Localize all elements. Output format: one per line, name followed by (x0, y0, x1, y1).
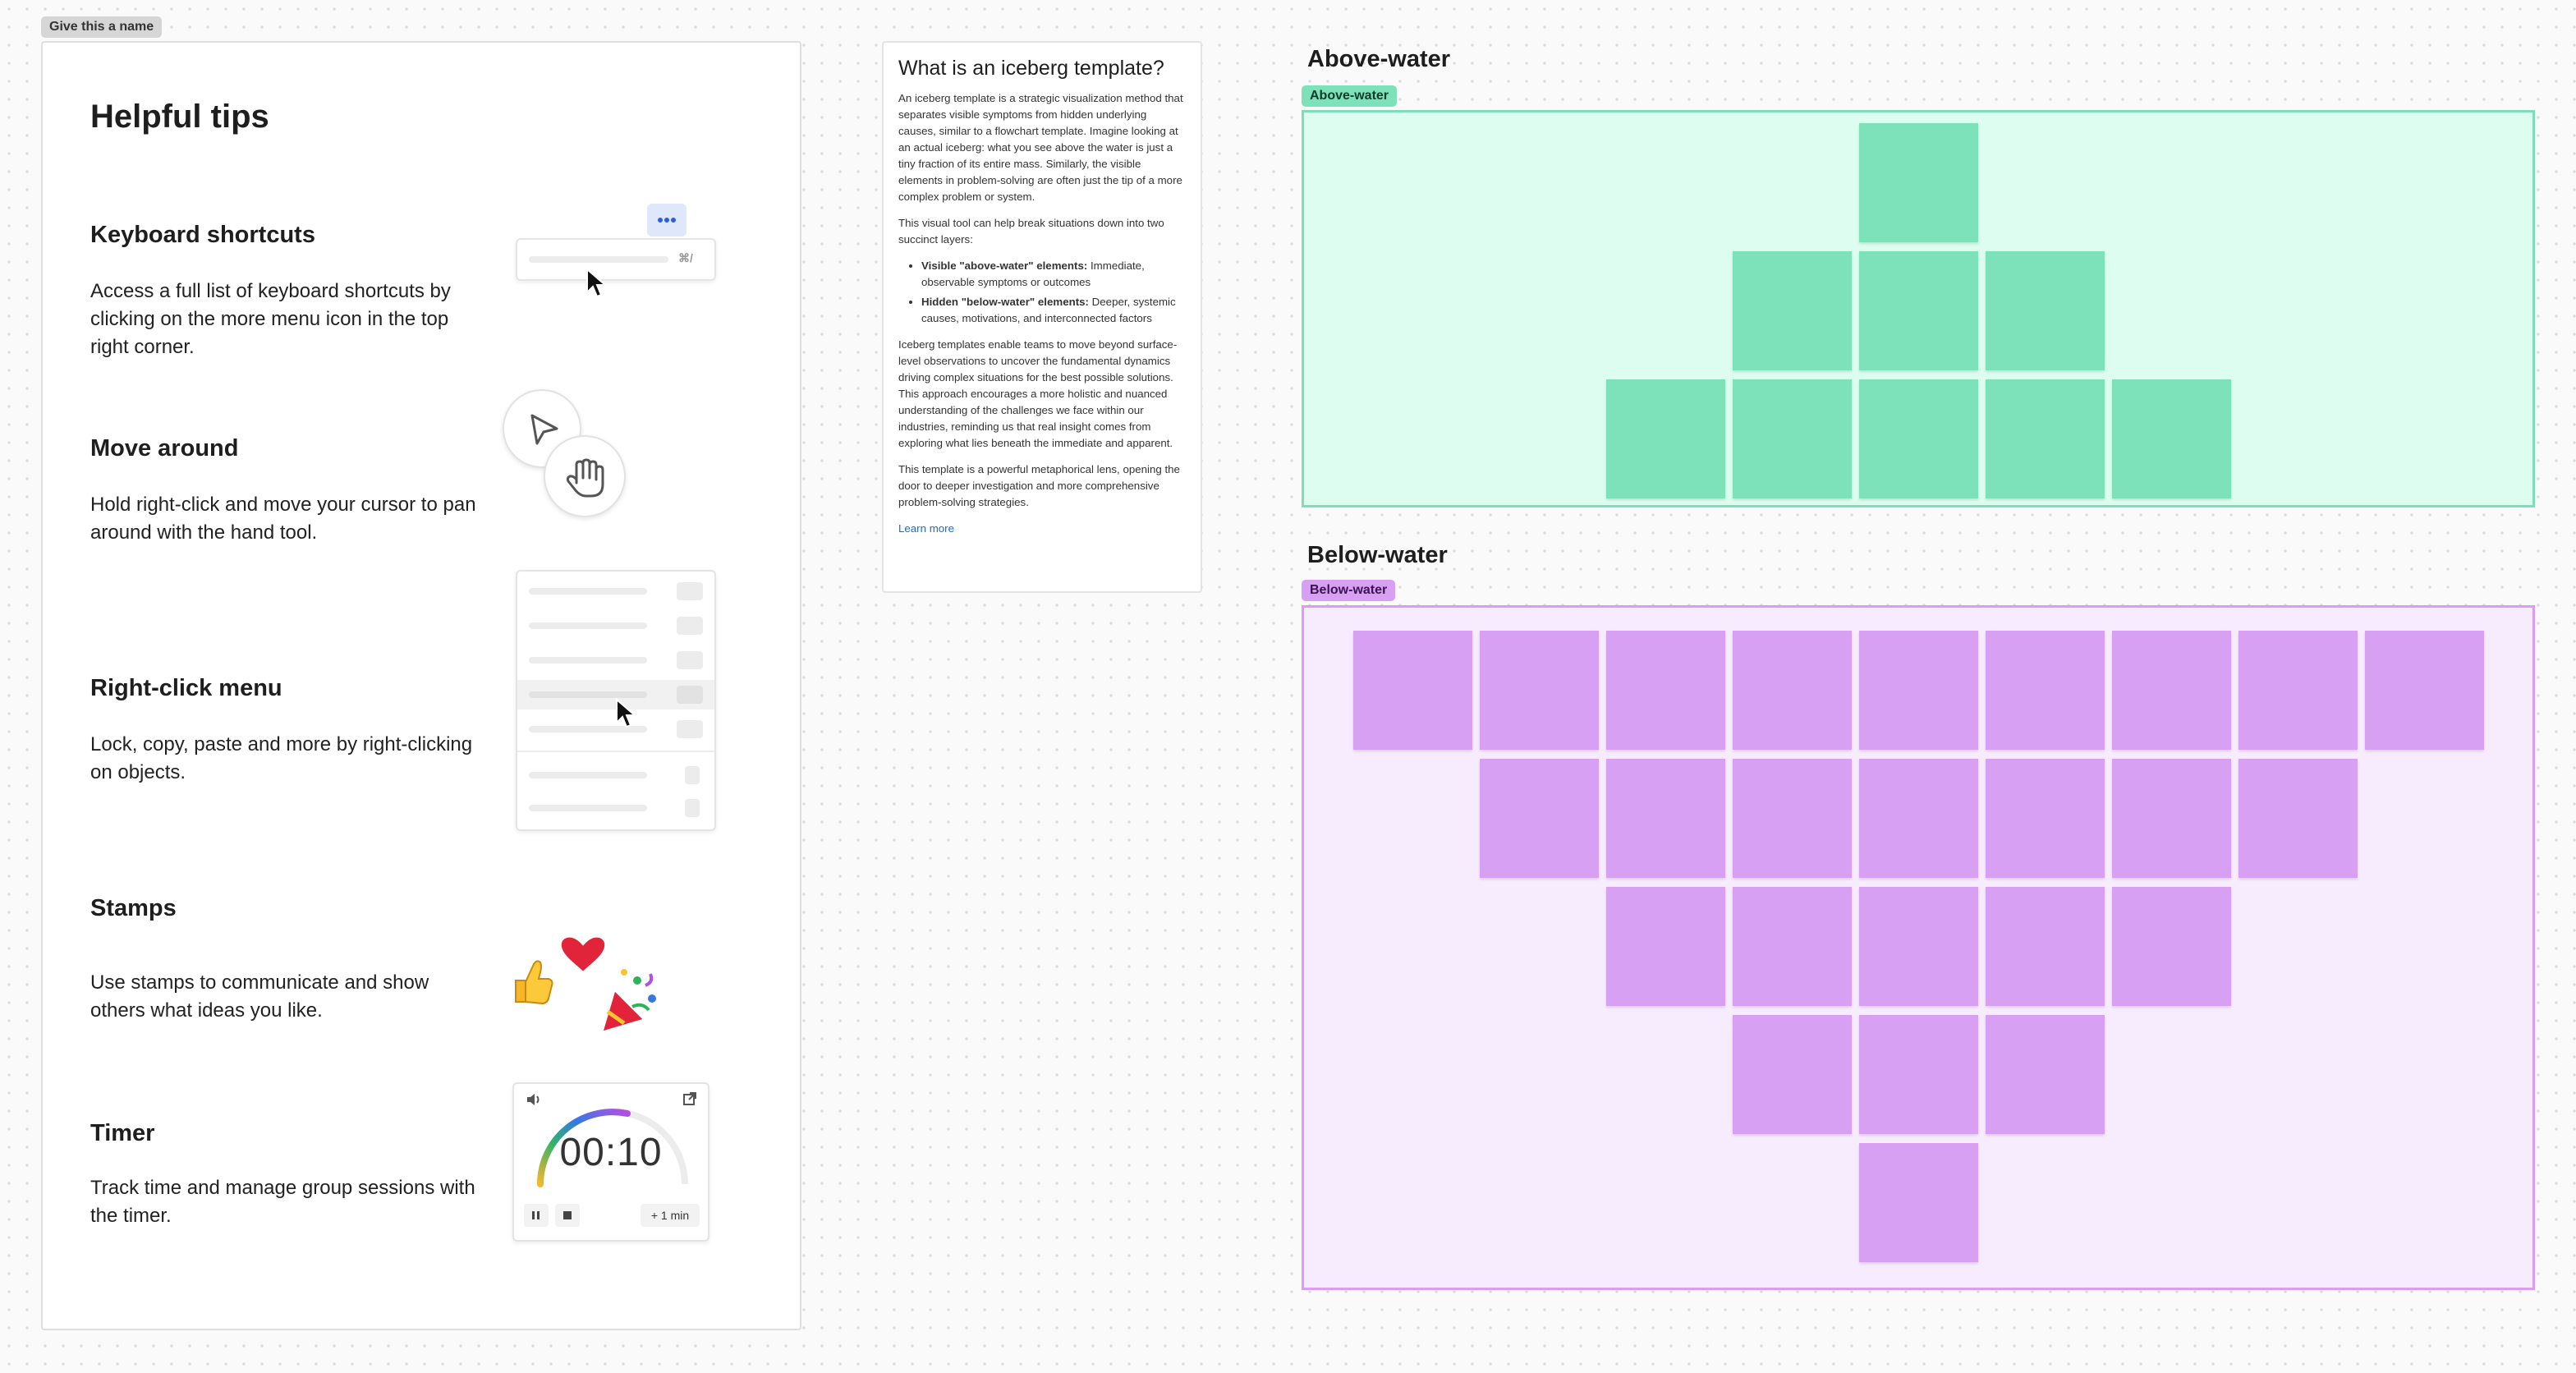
sticky-note[interactable] (2112, 631, 2231, 750)
cursor-arrow-icon (586, 268, 608, 298)
heart-icon (557, 933, 609, 977)
sticky-note[interactable] (1480, 759, 1599, 878)
iceberg-info-card: What is an iceberg template? An iceberg … (882, 41, 1202, 593)
below-water-frame[interactable] (1302, 605, 2535, 1290)
sticky-note[interactable] (1986, 631, 2105, 750)
sticky-note[interactable] (1859, 379, 1978, 498)
sticky-note[interactable] (2239, 759, 2358, 878)
sticky-note[interactable] (2112, 887, 2231, 1006)
helpful-tips-panel: Helpful tips Keyboard shortcuts Access a… (41, 41, 801, 1330)
tip-heading-move: Move around (90, 435, 239, 461)
learn-more-link[interactable]: Learn more (898, 522, 954, 535)
sticky-note[interactable] (1859, 1015, 1978, 1134)
timer-dial (537, 1109, 688, 1187)
sticky-note[interactable] (1859, 631, 1978, 750)
sticky-note[interactable] (1606, 759, 1725, 878)
sticky-note[interactable] (2365, 631, 2484, 750)
shortcut-hint: ⌘/ (678, 251, 693, 264)
info-bullet-list: Visible "above-water" elements: Immediat… (898, 258, 1186, 327)
sticky-note[interactable] (1733, 759, 1852, 878)
below-water-tag[interactable]: Below-water (1302, 580, 1396, 601)
info-title: What is an iceberg template? (898, 57, 1164, 80)
hand-tool-icon (544, 435, 626, 517)
tip-heading-rightclick: Right-click menu (90, 675, 282, 701)
sticky-note[interactable] (1986, 251, 2105, 370)
stamps-illustration (507, 933, 656, 1035)
board-name-tag[interactable]: Give this a name (41, 16, 163, 38)
tip-body-timer: Track time and manage group sessions wit… (90, 1177, 475, 1227)
sticky-note[interactable] (1733, 1015, 1852, 1134)
sticky-note[interactable] (1353, 631, 1472, 750)
sticky-note[interactable] (1986, 759, 2105, 878)
tip-body-rightclick: Lock, copy, paste and more by right-clic… (90, 733, 473, 783)
tip-heading-stamps: Stamps (90, 895, 177, 921)
party-popper-icon (599, 969, 656, 1035)
sticky-note[interactable] (1859, 251, 1978, 370)
sticky-note[interactable] (1859, 123, 1978, 242)
sticky-note[interactable] (1480, 631, 1599, 750)
tip-body-move: Hold right-click and move your cursor to… (90, 494, 476, 544)
bullet-text: Deeper, systemic causes, motivations, an… (921, 296, 1176, 324)
sticky-note[interactable] (1606, 887, 1725, 1006)
pause-button[interactable] (524, 1204, 549, 1227)
bullet-bold: Visible "above-water" elements: (921, 259, 1088, 272)
info-paragraph-3: Iceberg templates enable teams to move b… (898, 338, 1178, 449)
popout-icon[interactable] (682, 1091, 698, 1107)
stop-button[interactable] (555, 1204, 580, 1227)
sticky-note[interactable] (1986, 887, 2105, 1006)
tips-title: Helpful tips (90, 99, 269, 135)
info-paragraph-1: An iceberg template is a strategic visua… (898, 92, 1183, 203)
sticky-note[interactable] (1733, 887, 1852, 1006)
sticky-note[interactable] (1986, 1015, 2105, 1134)
tip-heading-timer: Timer (90, 1120, 155, 1146)
sticky-note[interactable] (1986, 379, 2105, 498)
sticky-note[interactable] (1606, 379, 1725, 498)
volume-icon[interactable] (526, 1092, 542, 1107)
info-bullet: Hidden "below-water" elements: Deeper, s… (921, 294, 1186, 327)
above-water-title: Above-water (1307, 46, 1451, 72)
sticky-note[interactable] (2112, 379, 2231, 498)
bullet-bold: Hidden "below-water" elements: (921, 296, 1089, 308)
thumbs-up-icon (507, 956, 553, 1008)
sticky-note[interactable] (1733, 379, 1852, 498)
timer-widget: 00:10 + 1 min (512, 1082, 709, 1242)
tip-body-keyboard: Access a full list of keyboard shortcuts… (90, 280, 451, 358)
sticky-note[interactable] (1733, 251, 1852, 370)
bullet-text: Immediate, observable symptoms or outcom… (921, 259, 1145, 288)
info-bullet: Visible "above-water" elements: Immediat… (921, 258, 1186, 291)
info-paragraph-2: This visual tool can help break situatio… (898, 217, 1164, 246)
above-water-tag[interactable]: Above-water (1302, 85, 1398, 107)
more-menu-icon[interactable] (647, 204, 686, 236)
sticky-note[interactable] (1859, 759, 1978, 878)
tip-heading-keyboard: Keyboard shortcuts (90, 222, 315, 248)
tip-body-stamps: Use stamps to communicate and show other… (90, 971, 429, 1022)
cursor-arrow-icon (616, 698, 637, 728)
sticky-note[interactable] (2112, 759, 2231, 878)
select-tool-icon (503, 389, 581, 468)
sticky-note[interactable] (1859, 1143, 1978, 1262)
timer-display: 00:10 (559, 1131, 663, 1174)
sticky-note[interactable] (1606, 631, 1725, 750)
sticky-note[interactable] (1733, 631, 1852, 750)
sticky-note[interactable] (2239, 631, 2358, 750)
menu-mock: ⌘/ (516, 238, 716, 281)
info-paragraph-4: This template is a powerful metaphorical… (898, 463, 1180, 508)
below-water-title: Below-water (1307, 542, 1448, 568)
add-minute-button[interactable]: + 1 min (641, 1204, 700, 1227)
above-water-frame[interactable] (1302, 110, 2535, 507)
sticky-note[interactable] (1859, 887, 1978, 1006)
